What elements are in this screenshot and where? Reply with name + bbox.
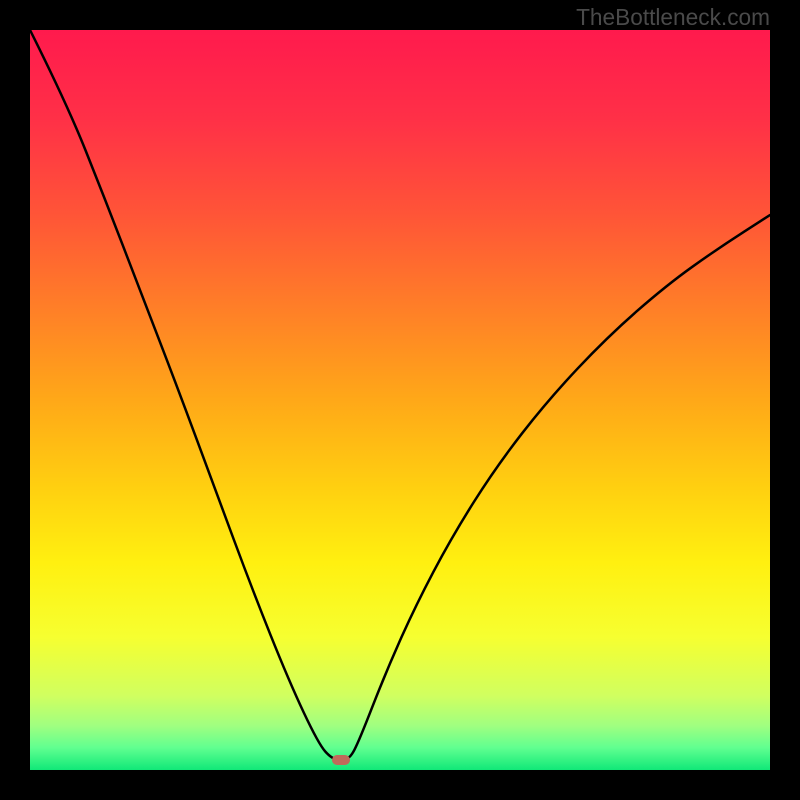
chart-frame: TheBottleneck.com [0,0,800,800]
watermark-text: TheBottleneck.com [576,4,770,31]
plot-area [30,30,770,770]
minimum-marker [332,755,350,765]
bottleneck-curve [30,30,770,770]
